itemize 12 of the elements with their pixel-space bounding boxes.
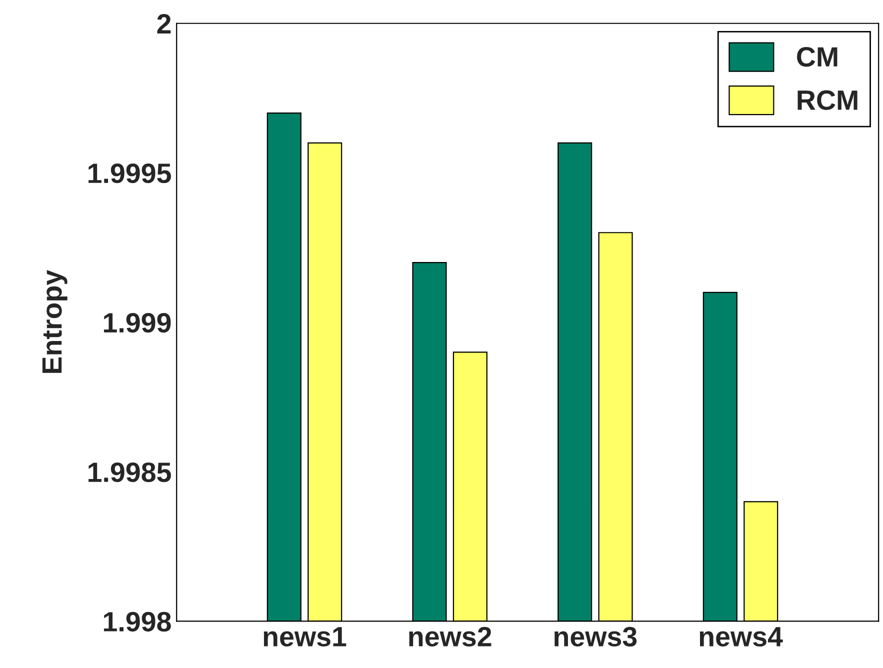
x-tick-label: news4: [700, 627, 783, 647]
y-axis-title: Entropy: [42, 270, 68, 373]
y-tick-label: 1.999: [104, 312, 171, 333]
y-tick-label: 2: [157, 14, 171, 34]
y-tick-label: 1.9985: [88, 462, 171, 482]
legend-label: CM: [797, 47, 838, 67]
x-tick-label: news1: [264, 627, 346, 647]
y-tick-label: 1.998: [104, 612, 171, 632]
legend-label: RCM: [798, 90, 858, 110]
x-tick-label: news2: [409, 626, 492, 647]
y-tick-label: 1.9995: [88, 164, 171, 184]
x-tick-label: news3: [554, 626, 637, 647]
